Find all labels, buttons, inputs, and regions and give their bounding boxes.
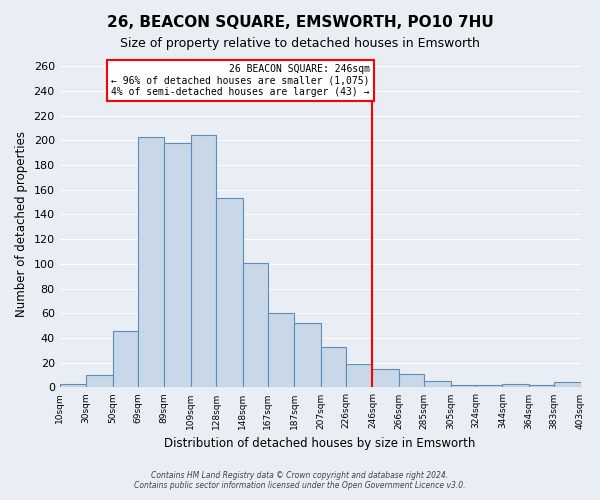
- Bar: [268, 314, 294, 388]
- Y-axis label: Number of detached properties: Number of detached properties: [15, 130, 28, 316]
- Bar: [216, 198, 242, 388]
- Bar: [86, 375, 113, 388]
- Bar: [502, 384, 529, 388]
- Bar: [164, 143, 191, 388]
- Bar: [554, 382, 581, 388]
- Bar: [321, 346, 346, 388]
- Bar: [113, 330, 138, 388]
- Bar: [373, 369, 399, 388]
- Bar: [399, 374, 424, 388]
- X-axis label: Distribution of detached houses by size in Emsworth: Distribution of detached houses by size …: [164, 437, 476, 450]
- Bar: [242, 262, 268, 388]
- Bar: [476, 385, 502, 388]
- Bar: [191, 136, 216, 388]
- Bar: [529, 385, 554, 388]
- Text: Size of property relative to detached houses in Emsworth: Size of property relative to detached ho…: [120, 38, 480, 51]
- Bar: [138, 136, 164, 388]
- Bar: [424, 382, 451, 388]
- Text: Contains HM Land Registry data © Crown copyright and database right 2024.
Contai: Contains HM Land Registry data © Crown c…: [134, 470, 466, 490]
- Bar: [294, 323, 321, 388]
- Bar: [346, 364, 373, 388]
- Text: 26, BEACON SQUARE, EMSWORTH, PO10 7HU: 26, BEACON SQUARE, EMSWORTH, PO10 7HU: [107, 15, 493, 30]
- Text: 26 BEACON SQUARE: 246sqm
← 96% of detached houses are smaller (1,075)
4% of semi: 26 BEACON SQUARE: 246sqm ← 96% of detach…: [111, 64, 370, 97]
- Bar: [451, 385, 476, 388]
- Bar: [59, 384, 86, 388]
